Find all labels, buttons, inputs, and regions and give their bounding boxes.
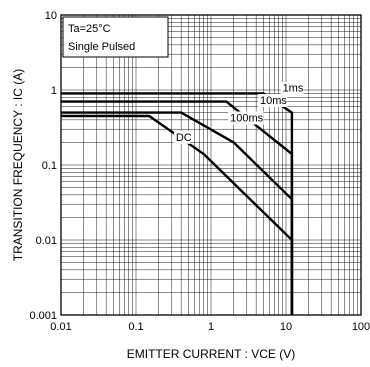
x-tick-label: 0.01: [50, 321, 71, 333]
x-axis-title: EMITTER CURRENT : VCE (V): [127, 347, 295, 361]
y-tick-label: 10: [45, 10, 57, 22]
curves: [61, 92, 294, 315]
x-tick-label: 100: [352, 321, 370, 333]
series-line-dc: [61, 114, 294, 315]
x-tick-label: 1: [208, 321, 214, 333]
y-tick-label: 0.1: [42, 160, 57, 172]
annotation-1ms: 1ms: [283, 83, 304, 95]
x-tick-label: 0.1: [128, 321, 143, 333]
annotation-dc: DC: [176, 132, 192, 144]
y-axis-title: TRANSITION FREQUENCY : IC (A): [11, 69, 25, 261]
legend-box-line-2: Single Pulsed: [68, 41, 135, 53]
y-tick-label: 1: [51, 85, 57, 97]
series-line-100ms: [61, 111, 294, 315]
y-tick-label: 0.01: [36, 235, 57, 247]
y-tick-labels: 0.001 0.01 0.1 1 10: [29, 10, 57, 322]
legend-box-frame: [62, 16, 169, 58]
legend-box: Ta=25°C Single Pulsed: [62, 16, 169, 58]
annotation-backing: [280, 81, 304, 95]
grid: [61, 15, 361, 315]
x-tick-labels: 0.01 0.1 1 10 100: [50, 321, 370, 333]
annotation-backing: [228, 111, 264, 125]
annotation-10ms: 10ms: [260, 95, 287, 107]
y-tick-label: 0.001: [29, 310, 57, 322]
annotation-backing: [257, 94, 288, 108]
x-tick-label: 10: [280, 321, 292, 333]
plot-frame: [60, 14, 362, 316]
annotation-backing: [173, 130, 191, 144]
annotation-100ms: 100ms: [230, 113, 264, 125]
legend-box-line-1: Ta=25°C: [68, 23, 111, 35]
